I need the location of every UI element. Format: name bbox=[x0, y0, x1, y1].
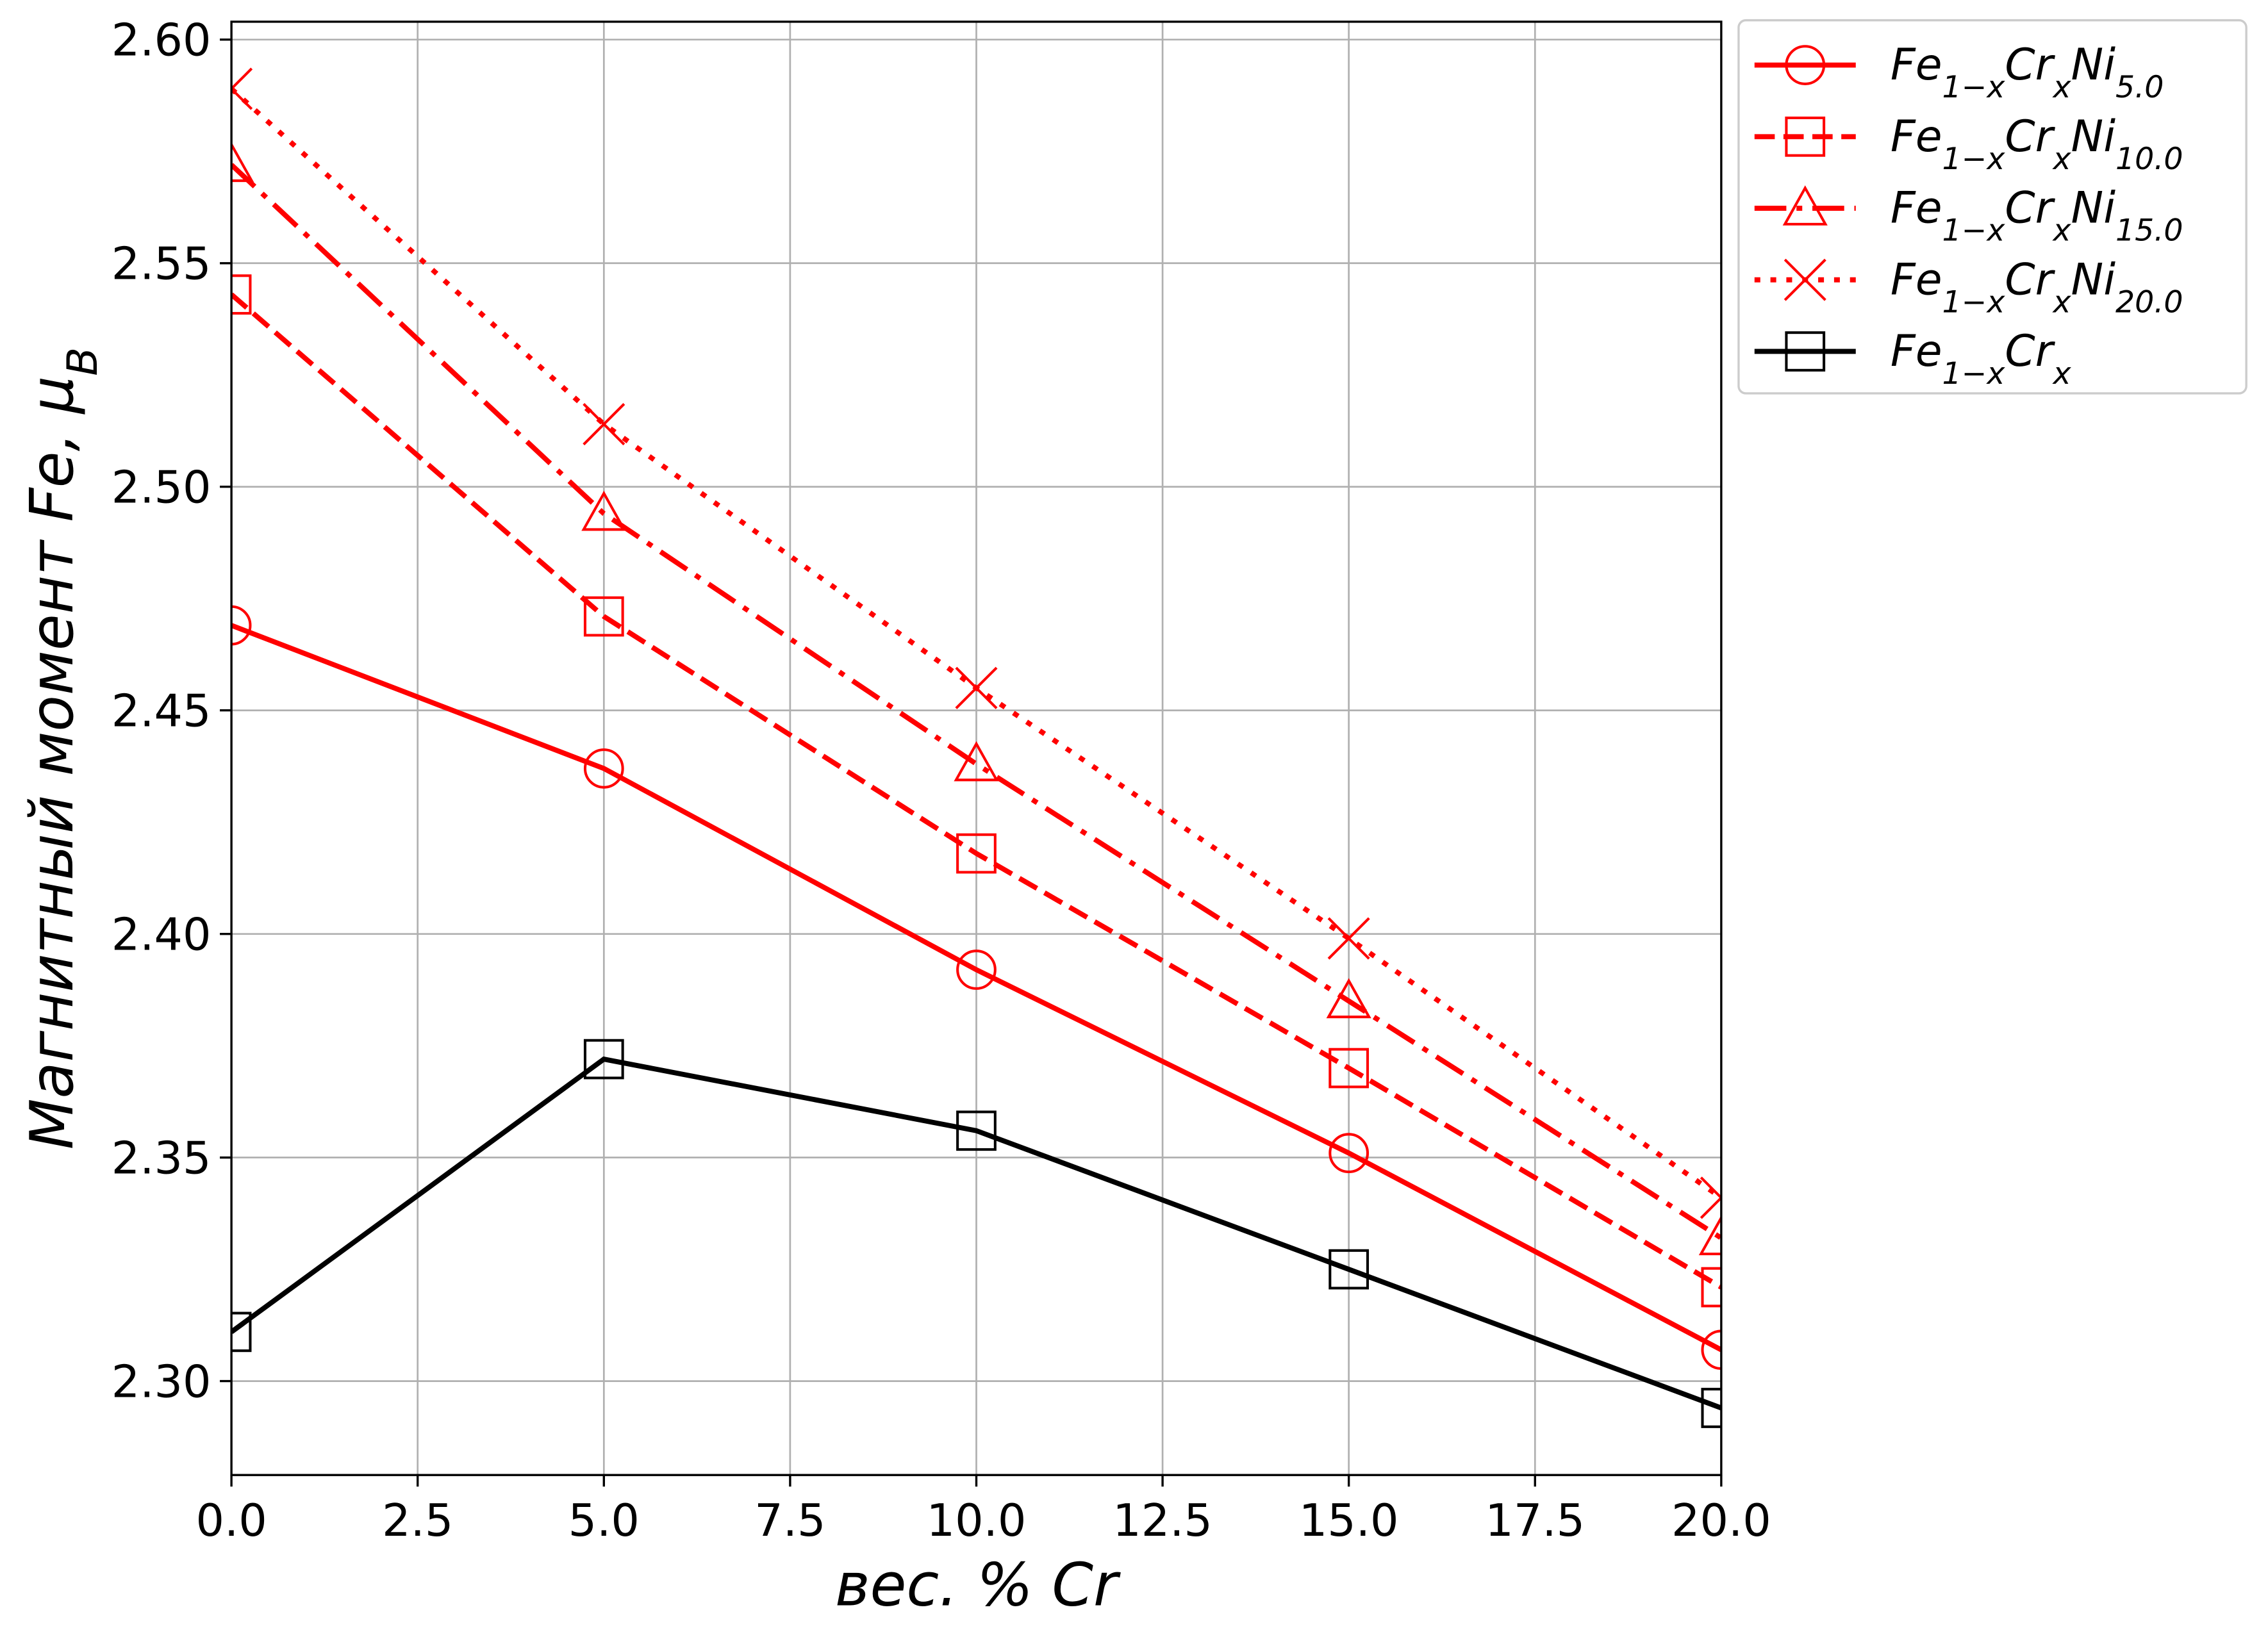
series-line bbox=[231, 1056, 1721, 1411]
data-point bbox=[1329, 1133, 1370, 1174]
data-point bbox=[231, 1312, 252, 1353]
x-tick-label: 0.0 bbox=[195, 1495, 267, 1547]
data-point bbox=[231, 142, 254, 183]
x-tick-label: 5.0 bbox=[568, 1495, 640, 1547]
legend-marker bbox=[1782, 185, 1828, 226]
data-point bbox=[955, 666, 998, 709]
x-tick-label: 15.0 bbox=[1299, 1495, 1399, 1547]
y-tick-label: 2.50 bbox=[112, 462, 211, 514]
data-point bbox=[1700, 1176, 1721, 1219]
y-tick-label: 2.40 bbox=[112, 909, 211, 961]
x-axis-label: вес. % Cr bbox=[835, 1550, 1121, 1619]
y-tick-label: 2.30 bbox=[112, 1356, 211, 1408]
data-point bbox=[583, 748, 624, 789]
data-point bbox=[1329, 1048, 1370, 1089]
x-tick-label: 17.5 bbox=[1485, 1495, 1585, 1547]
data-point bbox=[1698, 1215, 1721, 1256]
data-point bbox=[581, 490, 627, 531]
data-point bbox=[1329, 1249, 1370, 1290]
x-tick-label: 20.0 bbox=[1671, 1495, 1771, 1547]
data-point bbox=[1327, 917, 1370, 960]
data-point bbox=[231, 605, 252, 646]
series-line bbox=[231, 623, 1721, 1353]
y-tick-label: 2.55 bbox=[112, 238, 211, 290]
legend-marker bbox=[1785, 116, 1826, 157]
plot-area bbox=[231, 67, 1721, 1428]
y-tick-label: 2.45 bbox=[112, 686, 211, 737]
series-line bbox=[231, 292, 1721, 1290]
data-point bbox=[954, 741, 999, 782]
x-tick-label: 2.5 bbox=[382, 1495, 453, 1547]
data-point bbox=[1701, 1388, 1721, 1428]
data-point bbox=[956, 833, 997, 874]
legend-marker bbox=[1785, 331, 1826, 372]
y-tick-label: 2.60 bbox=[112, 15, 211, 67]
plot-frame bbox=[230, 21, 1723, 1476]
legend-marker bbox=[1785, 45, 1826, 85]
data-point bbox=[956, 950, 997, 990]
data-point bbox=[956, 1110, 997, 1151]
data-point bbox=[583, 1039, 624, 1080]
x-tick-label: 10.0 bbox=[927, 1495, 1027, 1547]
data-point bbox=[231, 274, 252, 315]
data-point bbox=[1701, 1267, 1721, 1308]
x-tick-label: 7.5 bbox=[754, 1495, 825, 1547]
legend-box bbox=[1737, 19, 2247, 395]
y-axis-label: Магнитный момент Fe, μB bbox=[17, 347, 107, 1149]
data-point bbox=[583, 402, 625, 446]
series-line bbox=[231, 163, 1721, 1240]
data-point bbox=[1326, 978, 1371, 1019]
data-point bbox=[1701, 1329, 1721, 1370]
data-point bbox=[231, 67, 253, 110]
legend-marker bbox=[1784, 258, 1826, 301]
x-tick-label: 12.5 bbox=[1113, 1495, 1213, 1547]
data-point bbox=[583, 596, 624, 637]
y-tick-label: 2.35 bbox=[112, 1132, 211, 1184]
